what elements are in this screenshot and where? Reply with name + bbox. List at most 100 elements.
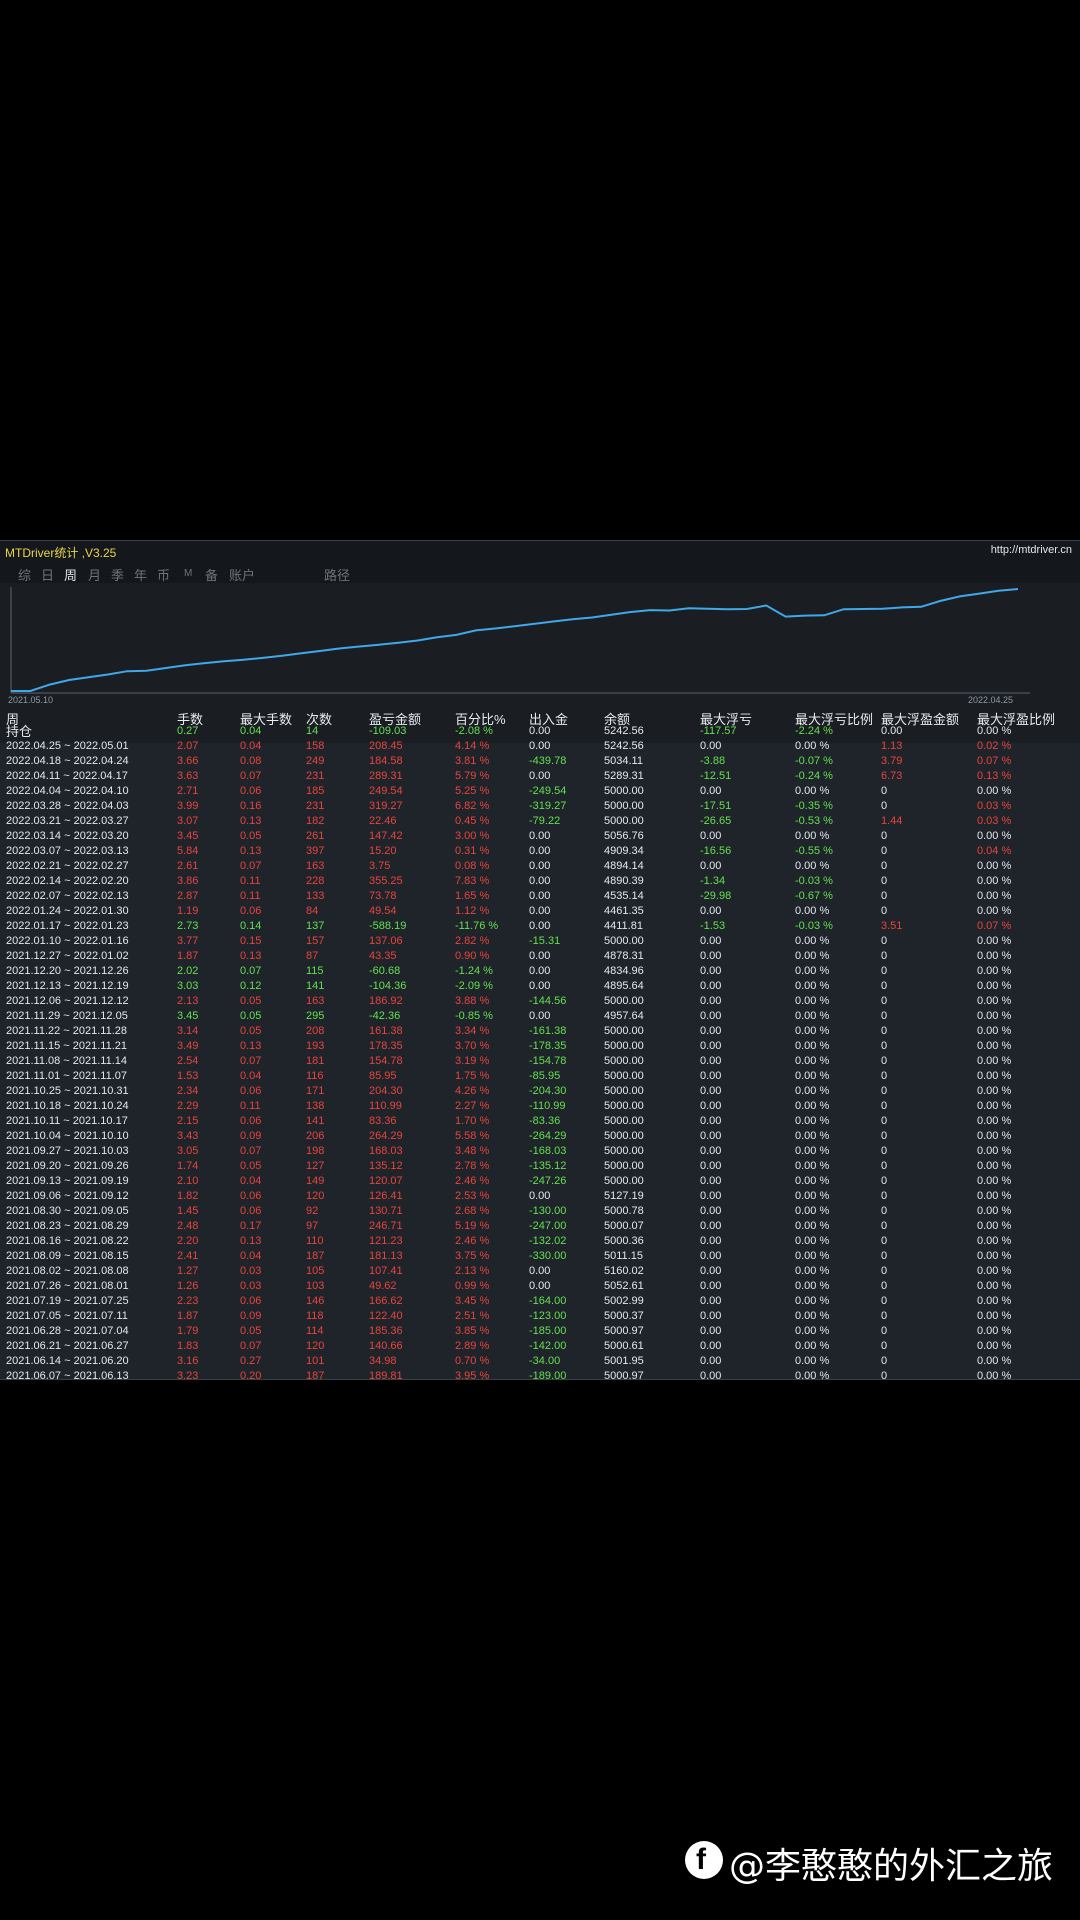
tab-quarter[interactable]: 季 [111, 568, 125, 583]
column-header[interactable]: 手数 [177, 712, 204, 727]
table-cell: -3.88 [700, 755, 726, 767]
column-header[interactable]: 最大浮盈比例 [977, 712, 1056, 727]
column-header[interactable]: 最大浮亏 [700, 712, 753, 727]
tab-year[interactable]: 年 [134, 568, 148, 583]
table-row[interactable]: 2021.10.11 ~ 2021.10.17 2.15 0.06 141 83.36 1… [0, 1114, 1080, 1129]
table-cell: 0.03 [240, 1265, 262, 1277]
table-row[interactable]: 2021.09.27 ~ 2021.10.03 3.05 0.07 198 168.03… [0, 1144, 1080, 1159]
table-cell: 5000.78 [604, 1205, 644, 1217]
column-header[interactable]: 周 [6, 712, 20, 727]
column-header[interactable]: 出入金 [529, 712, 569, 727]
table-cell: 0.00 % [795, 830, 830, 842]
tab-m[interactable]: M [184, 568, 193, 579]
table-cell: 0.00 [529, 740, 551, 752]
tab-summary[interactable]: 综 [18, 568, 32, 583]
tab-week[interactable]: 周 [64, 568, 78, 583]
table-row[interactable]: 2022.01.10 ~ 2022.01.16 3.77 0.15 157 137.06… [0, 934, 1080, 949]
table-row[interactable]: 2022.04.11 ~ 2022.04.17 3.63 0.07 231 289.31… [0, 769, 1080, 784]
table-cell: 2.13 [177, 995, 199, 1007]
table-cell: 0.00 % [977, 890, 1012, 902]
table-cell: 0.00 [700, 1130, 722, 1142]
table-cell: 5000.97 [604, 1370, 644, 1382]
table-row[interactable]: 2021.08.16 ~ 2021.08.22 2.20 0.13 110 121.23… [0, 1234, 1080, 1249]
table-row[interactable]: 2021.09.20 ~ 2021.09.26 1.74 0.05 127 135.12… [0, 1159, 1080, 1174]
table-row[interactable]: 2021.10.25 ~ 2021.10.31 2.34 0.06 171 204.30… [0, 1084, 1080, 1099]
table-row[interactable]: 2021.06.07 ~ 2021.06.13 3.23 0.20 187 189.81… [0, 1369, 1080, 1384]
table-cell: 0.04 [240, 1250, 262, 1262]
table-row[interactable]: 2021.08.02 ~ 2021.08.08 1.27 0.03 105 107.41… [0, 1264, 1080, 1279]
tab-path[interactable]: 路径 [324, 568, 351, 583]
table-row[interactable]: 2021.07.05 ~ 2021.07.11 1.87 0.09 118 122.40… [0, 1309, 1080, 1324]
column-header[interactable]: 盈亏金额 [369, 712, 422, 727]
table-row[interactable]: 2022.01.17 ~ 2022.01.23 2.73 0.14 137 -588.1… [0, 919, 1080, 934]
table-cell: 0.00 % [977, 1295, 1012, 1307]
tab-currency[interactable]: 币 [157, 568, 171, 583]
column-header[interactable]: 最大浮亏比例 [795, 712, 874, 727]
table-row[interactable]: 2021.08.30 ~ 2021.09.05 1.45 0.06 92 130.71 2… [0, 1204, 1080, 1219]
table-row[interactable]: 2022.04.04 ~ 2022.04.10 2.71 0.06 185 249.54… [0, 784, 1080, 799]
table-cell: 3.63 [177, 770, 199, 782]
table-row[interactable]: 2021.12.13 ~ 2021.12.19 3.03 0.12 141 -104.3… [0, 979, 1080, 994]
open-positions-row[interactable]: 持仓 0.27 0.04 14 -109.03 -2.08 % 0.00 5242.56 -11… [0, 724, 1080, 739]
table-cell: 3.75 [369, 860, 391, 872]
table-row[interactable]: 2021.06.14 ~ 2021.06.20 3.16 0.27 101 34.98 0… [0, 1354, 1080, 1369]
table-cell: 1.83 [177, 1340, 199, 1352]
table-row[interactable]: 2021.11.01 ~ 2021.11.07 1.53 0.04 116 85.95 1… [0, 1069, 1080, 1084]
table-row[interactable]: 2022.03.28 ~ 2022.04.03 3.99 0.16 231 319.27… [0, 799, 1080, 814]
column-header[interactable]: 次数 [306, 712, 333, 727]
table-row[interactable]: 2021.07.19 ~ 2021.07.25 2.23 0.06 146 166.62… [0, 1294, 1080, 1309]
table-row[interactable]: 2022.02.14 ~ 2022.02.20 3.86 0.11 228 355.25… [0, 874, 1080, 889]
table-cell: 0.00 [529, 770, 551, 782]
table-cell: -16.56 [700, 845, 732, 857]
table-row[interactable]: 2021.12.27 ~ 2022.01.02 1.87 0.13 87 43.35 0.… [0, 949, 1080, 964]
table-cell: 289.31 [369, 770, 403, 782]
table-row[interactable]: 2021.09.06 ~ 2021.09.12 1.82 0.06 120 126.41… [0, 1189, 1080, 1204]
table-row[interactable]: 2021.08.09 ~ 2021.08.15 2.41 0.04 187 181.13… [0, 1249, 1080, 1264]
tab-account[interactable]: 账户 [229, 568, 256, 583]
table-row[interactable]: 2022.04.18 ~ 2022.04.24 3.66 0.08 249 184.58… [0, 754, 1080, 769]
column-header[interactable]: 百分比% [455, 712, 506, 727]
tab-month[interactable]: 月 [88, 568, 102, 583]
table-row[interactable]: 2021.12.20 ~ 2021.12.26 2.02 0.07 115 -60.68… [0, 964, 1080, 979]
mtdriver-stats-window: MTDriver统计 ,V3.25 http://mtdriver.cn 综 日… [0, 540, 1080, 1382]
table-row[interactable]: 2021.06.28 ~ 2021.07.04 1.79 0.05 114 185.36… [0, 1324, 1080, 1339]
table-row[interactable]: 2021.07.26 ~ 2021.08.01 1.26 0.03 103 49.62 0… [0, 1279, 1080, 1294]
table-row[interactable]: 2021.08.23 ~ 2021.08.29 2.48 0.17 97 246.71 5… [0, 1219, 1080, 1234]
column-header[interactable]: 余额 [604, 712, 631, 727]
table-row[interactable]: 2021.11.08 ~ 2021.11.14 2.54 0.07 181 154.78… [0, 1054, 1080, 1069]
table-row[interactable]: 2021.11.29 ~ 2021.12.05 3.45 0.05 295 -42.36… [0, 1009, 1080, 1024]
tab-backup[interactable]: 备 [205, 568, 219, 583]
table-row[interactable]: 2022.01.24 ~ 2022.01.30 1.19 0.06 84 49.54 1.… [0, 904, 1080, 919]
table-row[interactable]: 2021.12.06 ~ 2021.12.12 2.13 0.05 163 186.92… [0, 994, 1080, 1009]
table-cell: 0.00 % [977, 950, 1012, 962]
table-row[interactable]: 2022.02.07 ~ 2022.02.13 2.87 0.11 133 73.78 1… [0, 889, 1080, 904]
table-row[interactable]: 2021.09.13 ~ 2021.09.19 2.10 0.04 149 120.07… [0, 1174, 1080, 1189]
table-cell: 0.00 % [795, 1130, 830, 1142]
table-cell: 137.06 [369, 935, 403, 947]
table-row[interactable]: 2021.11.22 ~ 2021.11.28 3.14 0.05 208 161.38… [0, 1024, 1080, 1039]
site-link[interactable]: http://mtdriver.cn [990, 544, 1072, 556]
table-cell: 0.00 % [795, 1265, 830, 1277]
table-cell: 118 [306, 1310, 324, 1322]
table-cell: 0.00 % [795, 1310, 830, 1322]
tab-day[interactable]: 日 [41, 568, 55, 583]
table-row[interactable]: 2021.10.18 ~ 2021.10.24 2.29 0.11 138 110.99… [0, 1099, 1080, 1114]
table-row[interactable]: 2021.10.04 ~ 2021.10.10 3.43 0.09 206 264.29… [0, 1129, 1080, 1144]
table-row[interactable]: 2022.02.21 ~ 2022.02.27 2.61 0.07 163 3.75 0.… [0, 859, 1080, 874]
table-cell: 1.19 [177, 905, 199, 917]
table-cell: 0.00 % [795, 905, 830, 917]
table-row[interactable]: 2022.03.07 ~ 2022.03.13 5.84 0.13 397 15.20 0… [0, 844, 1080, 859]
table-row[interactable]: 2022.04.25 ~ 2022.05.01 2.07 0.04 158 208.45… [0, 739, 1080, 754]
table-cell: 0.00 [700, 1325, 722, 1337]
table-row[interactable]: 2022.03.14 ~ 2022.03.20 3.45 0.05 261 147.42… [0, 829, 1080, 844]
table-row[interactable]: 2021.11.15 ~ 2021.11.21 3.49 0.13 193 178.35… [0, 1039, 1080, 1054]
column-header[interactable]: 最大手数 [240, 712, 293, 727]
table-row[interactable]: 2021.06.21 ~ 2021.06.27 1.83 0.07 120 140.66… [0, 1339, 1080, 1354]
table-cell: 2021.06.14 ~ 2021.06.20 [6, 1355, 129, 1367]
table-cell: 0.03 [240, 1280, 262, 1292]
table-row[interactable]: 2022.03.21 ~ 2022.03.27 3.07 0.13 182 22.46 0… [0, 814, 1080, 829]
table-cell: 2022.04.18 ~ 2022.04.24 [6, 755, 129, 767]
table-cell: 5242.56 [604, 740, 644, 752]
table-cell: 0.00 [529, 1280, 551, 1292]
column-header[interactable]: 最大浮盈金额 [881, 712, 960, 727]
